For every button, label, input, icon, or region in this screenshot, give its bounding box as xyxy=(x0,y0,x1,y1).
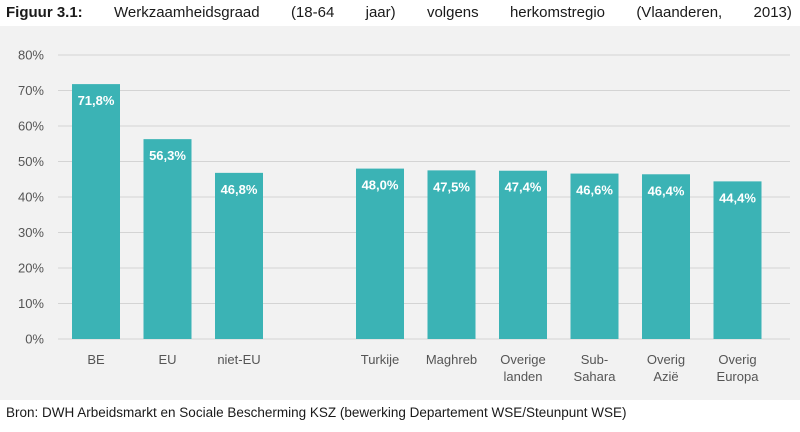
x-category-label: Overige xyxy=(500,352,546,367)
y-tick-label: 60% xyxy=(18,119,44,134)
x-category-label: Overig xyxy=(647,352,685,367)
y-tick-label: 40% xyxy=(18,190,44,205)
x-category-label: Azië xyxy=(653,369,678,384)
bar xyxy=(427,170,476,339)
data-label: 46,8% xyxy=(221,182,258,197)
title-word: 2013) xyxy=(753,4,792,21)
bar-chart: 0% 10% 20% 30% 40% 50% 60% 70% 80% 71,8% BE 56,3% EU… xyxy=(18,48,790,384)
y-tick-label: 80% xyxy=(18,48,44,63)
bar xyxy=(570,173,619,339)
x-category-label: Sub- xyxy=(581,352,608,367)
title-word: Werkzaamheidsgraad xyxy=(113,4,260,21)
bar xyxy=(215,172,263,339)
y-tick-label: 30% xyxy=(18,225,44,240)
title-word: (Vlaanderen, xyxy=(636,4,723,21)
data-label: 47,4% xyxy=(505,180,542,195)
source-note: Bron: DWH Arbeidsmarkt en Sociale Besche… xyxy=(6,405,627,420)
data-label: 71,8% xyxy=(78,93,115,108)
y-tick-label: 20% xyxy=(18,261,44,276)
figure-number: Figuur 3.1: xyxy=(6,4,83,21)
x-category-label: Turkije xyxy=(361,352,400,367)
data-label: 48,0% xyxy=(362,178,399,193)
chart-area: 0% 10% 20% 30% 40% 50% 60% 70% 80% 71,8% BE 56,3% EU… xyxy=(0,26,800,400)
x-category-label: niet-EU xyxy=(217,352,260,367)
bar xyxy=(143,139,192,339)
x-category-label: Europa xyxy=(717,369,760,384)
bar xyxy=(72,84,120,339)
x-category-label: Overig xyxy=(718,352,756,367)
y-tick-label: 70% xyxy=(18,83,44,98)
bar xyxy=(356,168,404,339)
data-label: 46,4% xyxy=(648,183,685,198)
bar xyxy=(713,181,762,339)
title-word: volgens xyxy=(426,4,479,21)
bar xyxy=(642,174,690,339)
title-word: herkomstregio xyxy=(509,4,605,21)
x-category-label: EU xyxy=(158,352,176,367)
x-category-label: Sahara xyxy=(574,369,617,384)
bar xyxy=(499,170,547,339)
x-category-label: landen xyxy=(503,369,542,384)
x-category-label: BE xyxy=(87,352,105,367)
data-label: 56,3% xyxy=(149,148,186,163)
x-category-label: Maghreb xyxy=(426,352,477,367)
y-tick-label: 10% xyxy=(18,296,44,311)
data-label: 44,4% xyxy=(719,190,756,205)
y-tick-label: 50% xyxy=(18,154,44,169)
data-label: 46,6% xyxy=(576,183,613,198)
title-word: (18-64 xyxy=(290,4,335,21)
data-label: 47,5% xyxy=(433,179,470,194)
y-tick-label: 0% xyxy=(25,332,44,347)
title-word: jaar) xyxy=(365,4,396,21)
figure-title: Figuur 3.1: Werkzaamheidsgraad (18-64 jaar… xyxy=(6,4,792,21)
